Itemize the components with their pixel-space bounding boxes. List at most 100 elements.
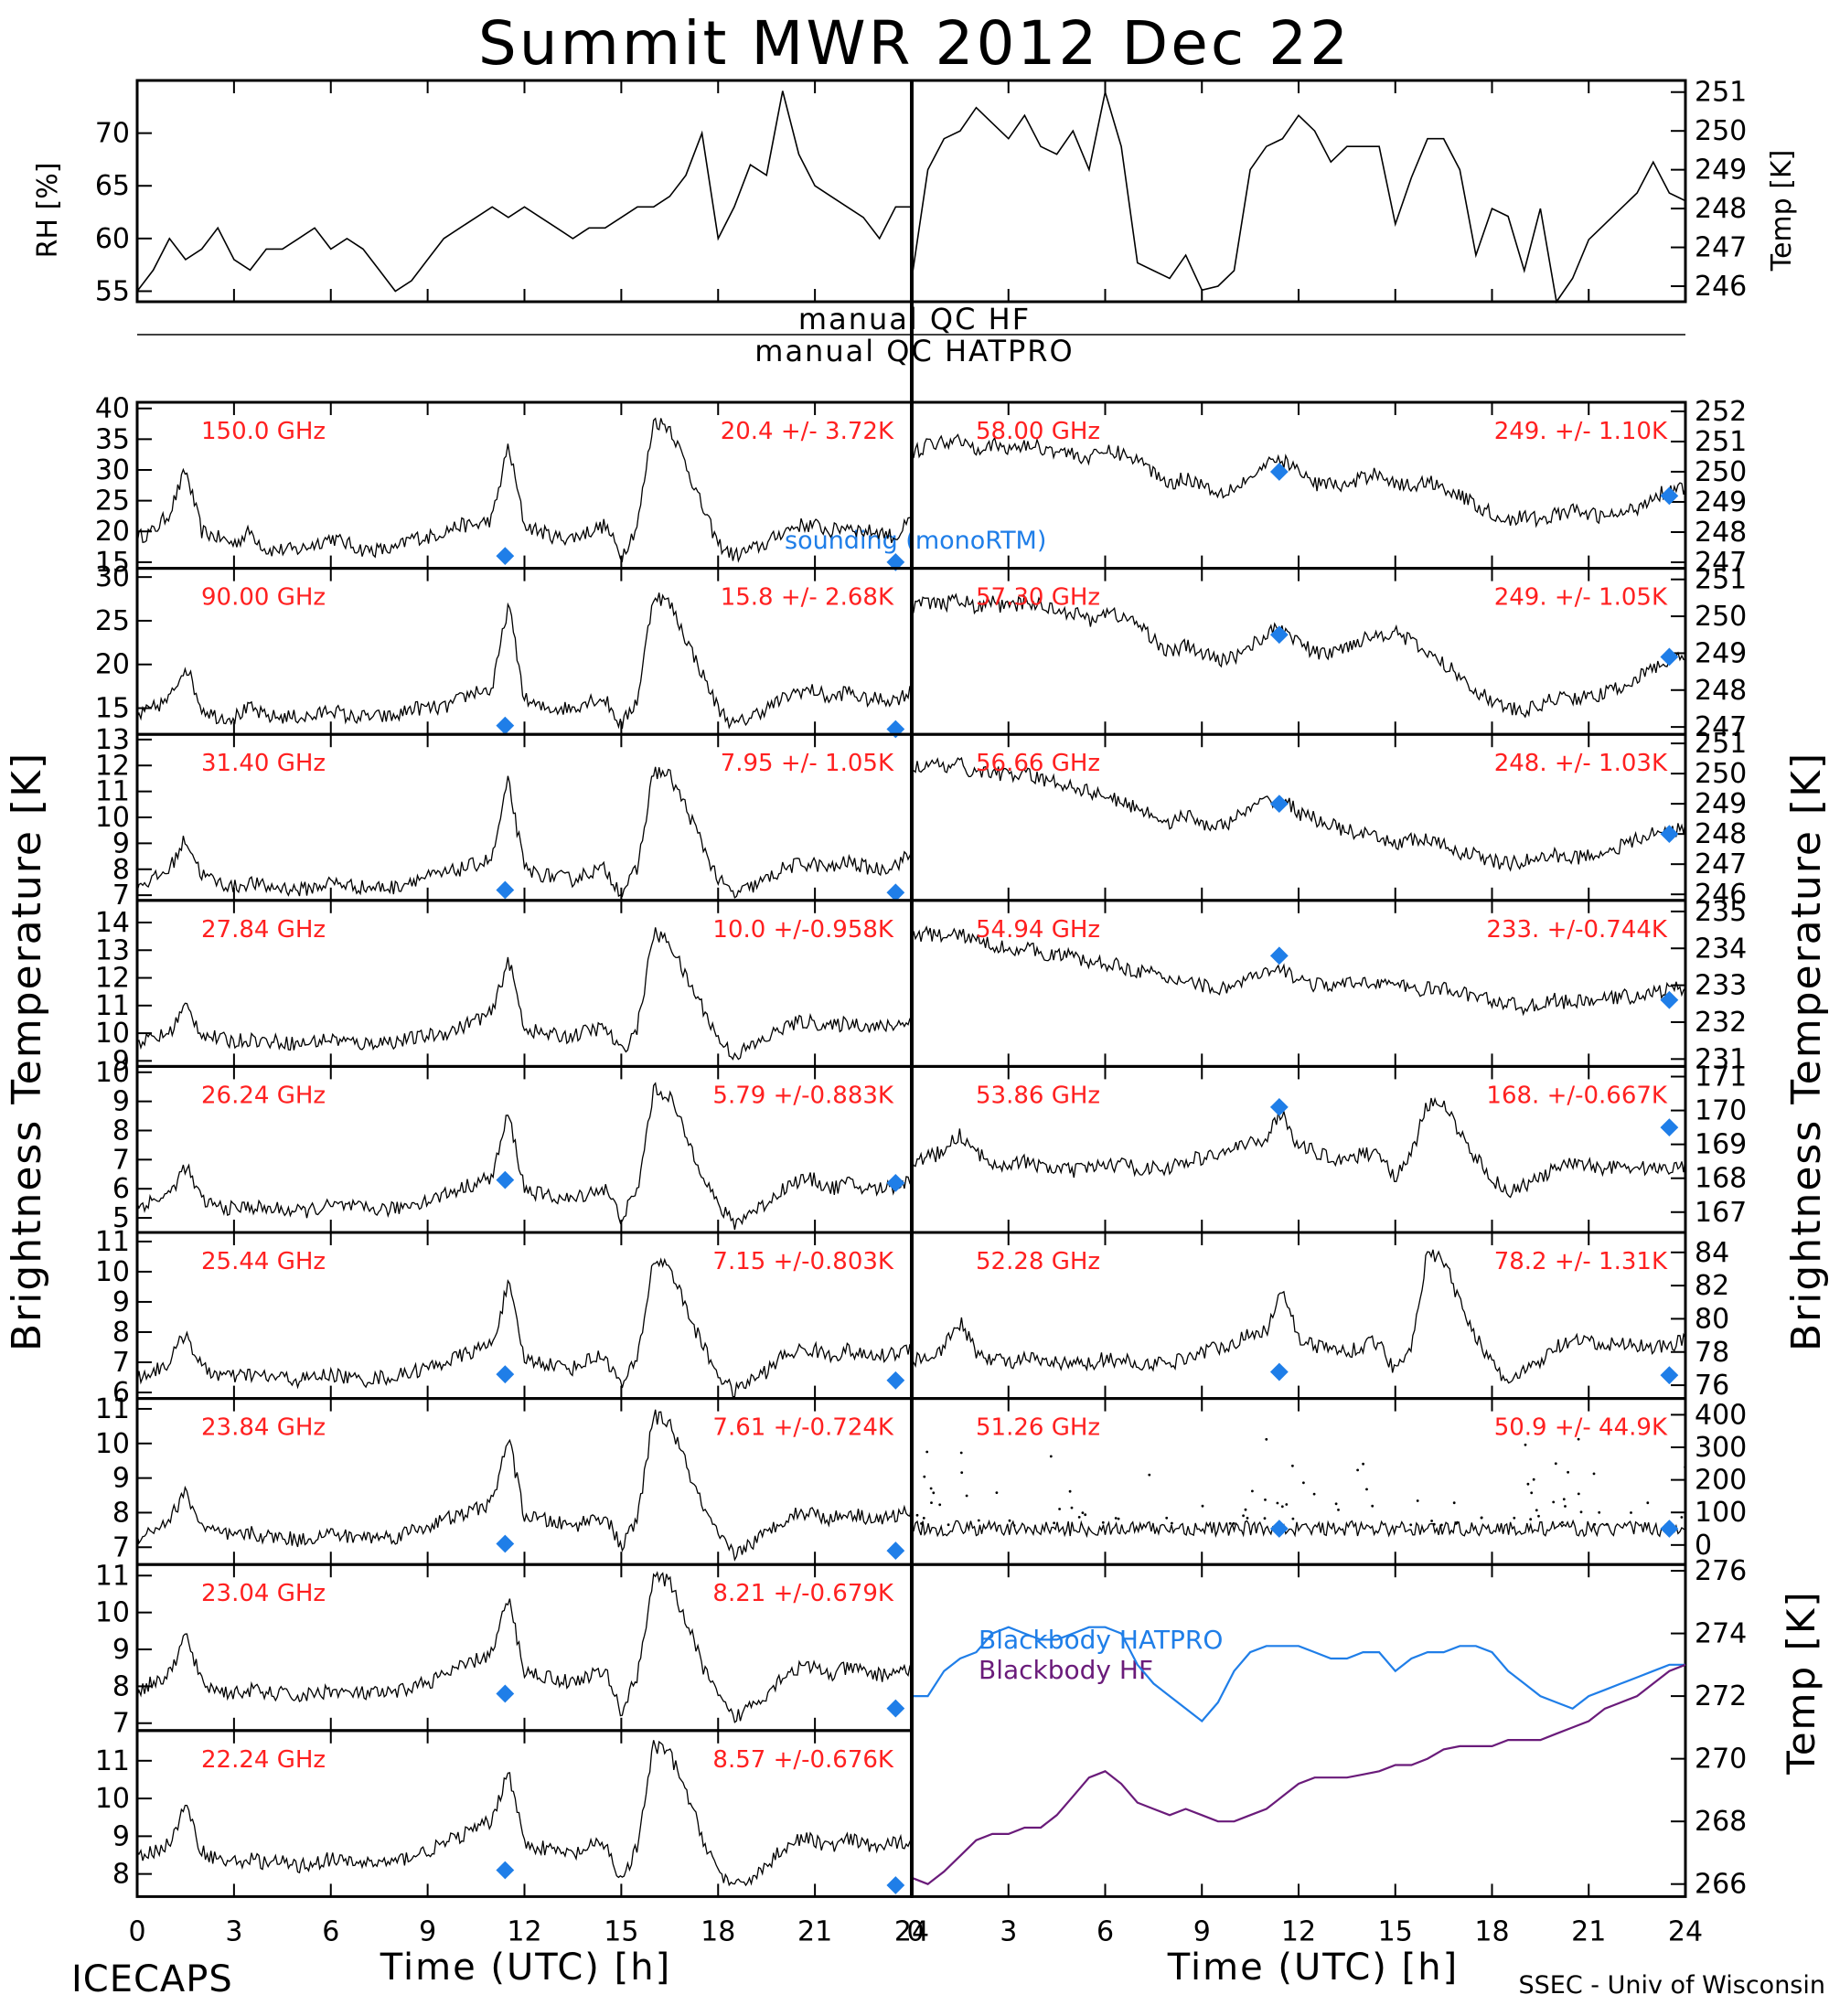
channel-trace <box>136 927 912 1061</box>
y-tick-label: 274 <box>1695 1618 1747 1650</box>
outlier-point <box>1409 1523 1413 1527</box>
y-tick-label: 249 <box>1695 155 1747 187</box>
x-tick-label: 24 <box>894 1915 929 1947</box>
channel-frequency-label: 51.26 GHz <box>976 1414 1100 1442</box>
y-tick-label: 167 <box>1695 1197 1747 1229</box>
outlier-point <box>1251 1489 1254 1493</box>
y-tick-label: 276 <box>1695 1555 1747 1587</box>
outlier-point <box>1562 1498 1566 1501</box>
temp-bottom-axis-label: Temp [K] <box>1779 1590 1824 1776</box>
y-tick-label: 20 <box>95 649 130 681</box>
channel-trace <box>136 592 913 730</box>
y-tick-label: 400 <box>1695 1399 1747 1431</box>
chart-marks: 5560657024624724824925025115202530354015… <box>95 77 1747 1948</box>
outlier-point <box>1554 1462 1557 1466</box>
channel-frequency-label: 52.28 GHz <box>976 1248 1100 1275</box>
outlier-point <box>1334 1502 1338 1506</box>
channel-trace <box>136 766 913 899</box>
y-tick-label: 55 <box>95 275 130 307</box>
y-tick-label: 82 <box>1695 1270 1729 1302</box>
footer-ssec: SSEC - Univ of Wisconsin <box>1519 1971 1825 2000</box>
y-tick-label: 10 <box>95 802 130 834</box>
y-tick-label: 10 <box>95 1256 130 1288</box>
channel-frequency-label: 27.84 GHz <box>201 916 326 944</box>
outlier-point <box>922 1517 925 1520</box>
outlier-point <box>1058 1508 1061 1510</box>
outlier-point <box>1680 1516 1684 1519</box>
bb-hf-legend: Blackbody HF <box>979 1655 1153 1685</box>
channel-stat-label: 168. +/-0.667K <box>1486 1082 1668 1109</box>
outlier-point <box>1454 1522 1458 1525</box>
channel-trace <box>136 1740 913 1887</box>
channel-stat-label: 78.2 +/- 1.31K <box>1494 1248 1668 1275</box>
x-tick-label: 24 <box>1668 1915 1703 1947</box>
y-tick-label: 11 <box>95 990 130 1022</box>
y-tick-label: 11 <box>95 1560 130 1592</box>
xlabel-right: Time (UTC) [h] <box>1167 1947 1459 1989</box>
x-tick-label: 18 <box>701 1915 735 1947</box>
outlier-point <box>1362 1462 1364 1466</box>
outlier-point <box>1312 1492 1316 1496</box>
y-tick-label: 8 <box>112 1497 130 1529</box>
x-tick-label: 9 <box>419 1915 436 1947</box>
y-tick-label: 60 <box>95 223 130 255</box>
outlier-point <box>930 1501 933 1504</box>
y-tick-label: 0 <box>1695 1530 1712 1562</box>
sounding-point <box>1660 1118 1679 1137</box>
y-tick-label: 252 <box>1695 396 1747 428</box>
y-tick-label: 170 <box>1695 1095 1747 1127</box>
outlier-point <box>1530 1491 1534 1495</box>
channel-stat-label: 248. +/- 1.03K <box>1494 750 1668 777</box>
y-tick-label: 251 <box>1695 564 1747 596</box>
sounding-point <box>496 1365 515 1384</box>
sounding-point <box>496 547 515 566</box>
channel-stat-label: 249. +/- 1.05K <box>1494 584 1668 612</box>
y-tick-label: 7 <box>112 1144 130 1176</box>
blackbody-series-line <box>912 1626 1685 1723</box>
y-tick-label: 231 <box>1695 1043 1747 1075</box>
outlier-point <box>1302 1481 1305 1485</box>
outlier-point <box>925 1450 929 1454</box>
outlier-point <box>1630 1511 1632 1514</box>
y-tick-label: 70 <box>95 118 130 150</box>
channel-trace <box>911 925 1686 1017</box>
channel-frequency-label: 54.94 GHz <box>976 916 1100 944</box>
bt-right-axis-label: Brightness Temperature [K] <box>1783 752 1829 1351</box>
outlier-point <box>1535 1509 1538 1512</box>
qc-hatpro-label: manual QC HATPRO <box>754 334 1074 368</box>
temp-series-line <box>911 91 1686 304</box>
y-tick-label: 8 <box>112 1859 130 1891</box>
sounding-legend: sounding (monoRTM) <box>785 527 1046 555</box>
outlier-point <box>1012 1524 1016 1527</box>
sounding-point <box>1269 1097 1289 1116</box>
outlier-point <box>1365 1488 1368 1491</box>
sounding-point <box>496 880 515 900</box>
y-tick-label: 12 <box>95 750 130 782</box>
outlier-point <box>965 1494 968 1498</box>
outlier-point <box>1430 1520 1433 1522</box>
y-tick-label: 84 <box>1695 1237 1729 1269</box>
outlier-point <box>1592 1472 1596 1476</box>
y-tick-label: 171 <box>1695 1061 1747 1093</box>
channel-trace <box>911 1519 1686 1539</box>
y-tick-label: 169 <box>1695 1129 1747 1161</box>
blackbody-series-line <box>911 1663 1686 1885</box>
channel-trace <box>136 1082 913 1231</box>
outlier-point <box>1081 1511 1085 1514</box>
outlier-point <box>1285 1503 1289 1506</box>
y-tick-label: 248 <box>1695 675 1747 707</box>
channel-stat-label: 8.57 +/-0.676K <box>712 1746 894 1774</box>
sounding-point <box>1660 486 1679 506</box>
y-tick-label: 247 <box>1695 547 1747 579</box>
y-tick-label: 10 <box>95 1783 130 1815</box>
outlier-point <box>1529 1518 1533 1521</box>
bb-hatpro-legend: Blackbody HATPRO <box>979 1625 1223 1655</box>
outlier-point <box>1291 1517 1295 1520</box>
sounding-point <box>1269 625 1289 645</box>
y-tick-label: 6 <box>112 1377 130 1409</box>
y-tick-label: 9 <box>112 1463 130 1495</box>
channel-stat-label: 7.95 +/- 1.05K <box>721 750 894 777</box>
sounding-point <box>1269 1520 1289 1538</box>
channel-frequency-label: 26.24 GHz <box>201 1082 326 1109</box>
